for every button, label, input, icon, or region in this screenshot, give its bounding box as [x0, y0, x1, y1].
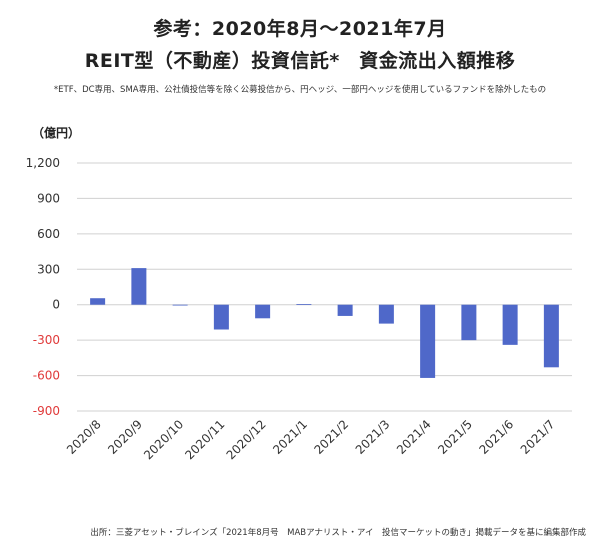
y-unit-label: （億円）	[32, 126, 81, 140]
bar	[131, 268, 147, 305]
x-tick-label: 2021/5	[435, 417, 475, 457]
x-tick-label: 2021/7	[518, 417, 558, 457]
chart-title-line2: REIT型（不動産）投資信託* 資金流出入額推移	[84, 50, 516, 72]
x-tick-label: 2021/6	[476, 417, 516, 457]
y-tick-label: 0	[52, 298, 60, 312]
x-tick-label: 2021/4	[394, 417, 434, 457]
x-tick-label: 2021/2	[311, 417, 351, 457]
y-tick-label: 900	[37, 191, 60, 205]
bar	[90, 298, 106, 305]
bar	[461, 304, 477, 341]
bar	[420, 304, 436, 378]
bar	[296, 304, 312, 305]
chart-note: *ETF、DC専用、SMA専用、公社債投信等を除く公募投信から、円ヘッジ、一部円…	[53, 85, 547, 95]
y-tick-label: 600	[37, 227, 60, 241]
chart-title-line1: 参考：2020年8月～2021年7月	[153, 18, 447, 40]
y-axis: 1,200 900 600 300 0 -300 -600 -900	[26, 156, 60, 418]
bar	[502, 304, 518, 345]
bar	[378, 304, 394, 324]
y-tick-label: 300	[37, 262, 60, 276]
x-tick-label: 2021/1	[270, 417, 310, 457]
bar	[213, 304, 229, 330]
x-tick-label: 2020/9	[105, 417, 145, 457]
gridlines	[77, 162, 572, 412]
bar	[543, 304, 559, 368]
x-tick-label: 2020/11	[182, 417, 227, 462]
y-tick-label: -900	[33, 404, 60, 418]
y-tick-label: -300	[33, 333, 60, 347]
y-tick-label: 1,200	[26, 156, 60, 170]
source-note: 出所：三菱アセット・ブレインズ「2021年8月号 MABアナリスト・アイ 投信マ…	[90, 528, 586, 538]
bar	[337, 304, 353, 316]
bars	[90, 268, 559, 378]
x-tick-label: 2020/10	[141, 417, 186, 462]
bar	[255, 304, 271, 319]
x-tick-label: 2020/12	[224, 417, 269, 462]
bar	[172, 304, 188, 306]
x-tick-label: 2020/8	[64, 417, 104, 457]
y-tick-label: -600	[33, 369, 60, 383]
x-tick-label: 2021/3	[353, 417, 393, 457]
